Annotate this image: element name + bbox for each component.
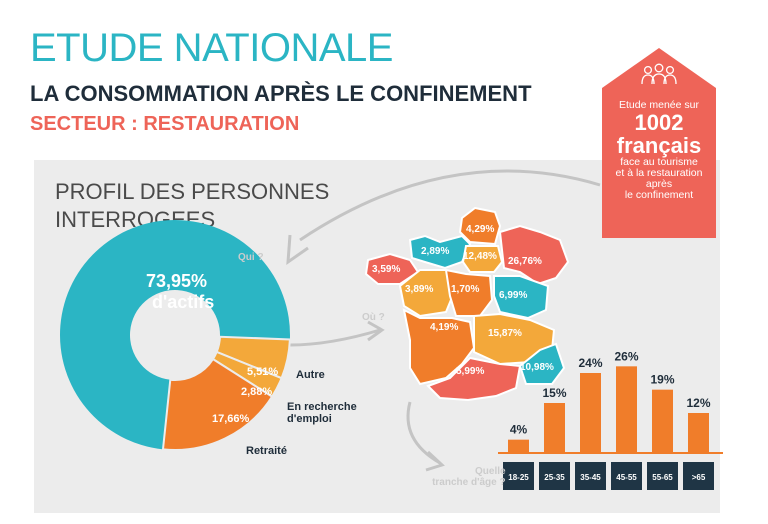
region-nouvelle-aquitaine	[402, 308, 476, 386]
badge-line1: Etude menée sur	[619, 99, 699, 111]
map-value-bretagne: 3,59%	[372, 264, 401, 275]
france-map	[364, 206, 570, 402]
age-bar	[544, 403, 565, 453]
page-title: ETUDE NATIONALE	[30, 26, 393, 70]
arrow-age	[406, 401, 441, 465]
age-category-label: 18-25	[508, 473, 529, 482]
map-value-normandie: 2,89%	[421, 246, 450, 257]
badge-line3: et à la restauration	[615, 167, 703, 180]
legend-retraite: Retraité	[246, 445, 287, 457]
age-category-label: 55-65	[652, 473, 673, 482]
question-ou: Où ?	[362, 312, 385, 323]
donut-label-recherche-value: 2,88%	[241, 386, 273, 398]
map-value-nouvelle-aquitaine: 4,19%	[430, 322, 459, 333]
age-category-box	[647, 462, 678, 490]
age-category-box	[575, 462, 606, 490]
age-category-box	[503, 462, 534, 490]
age-bar-value-label: 26%	[614, 349, 638, 363]
map-value-grand-est: 26,76%	[508, 256, 542, 267]
age-bar-value-label: 4%	[510, 423, 528, 437]
donut-label-retraite-value: 17,66%	[212, 413, 250, 425]
badge-line2: face au tourisme	[620, 156, 698, 169]
age-category-box	[539, 462, 570, 490]
age-category-label: 45-55	[616, 473, 637, 482]
arrow-qui-head	[286, 234, 309, 266]
region-grand-est	[498, 224, 570, 286]
slice-retraite	[161, 357, 274, 451]
age-bar-value-label: 24%	[578, 356, 602, 370]
map-value-centre: 1,70%	[451, 284, 480, 295]
legend-recherche-line1: En recherche	[287, 401, 357, 413]
legend-recherche: En recherche d'emploi	[287, 401, 357, 425]
map-value-auvergne: 15,87%	[488, 328, 522, 339]
map-value-ile-de-france: 12,48%	[463, 251, 497, 262]
region-ile-de-france	[461, 245, 504, 273]
age-category-box	[683, 462, 714, 490]
donut-label-autre-value: 5,51%	[247, 366, 279, 378]
arrow-qui	[299, 169, 601, 242]
age-bar-value-label: 15%	[542, 386, 566, 400]
arrow-ou	[289, 328, 381, 347]
badge-number: 1002	[634, 110, 684, 136]
region-occitanie	[426, 356, 522, 402]
badge-word: français	[616, 133, 702, 159]
page-subtitle: LA CONSOMMATION APRÈS LE CONFINEMENT	[30, 81, 532, 106]
profile-donut	[59, 219, 291, 451]
age-category-label: >65	[692, 473, 706, 482]
map-value-occitanie: 5,99%	[456, 366, 485, 377]
slice-actifs	[59, 219, 290, 450]
donut-main-value: 73,95%	[146, 271, 208, 291]
badge-line5: le confinement	[624, 189, 694, 202]
age-bar-value-label: 19%	[650, 373, 674, 387]
badge-line4: après	[645, 178, 673, 191]
age-bar	[688, 413, 709, 453]
question-age-line1: Quelle	[475, 466, 506, 477]
age-bar	[652, 389, 673, 453]
badge-text: Etude menée sur 1002 français face au to…	[602, 99, 716, 202]
region-centre	[444, 268, 494, 317]
map-value-pays-de-la-loire: 3,89%	[405, 284, 434, 295]
donut-main-text: d'actifs	[152, 292, 215, 312]
map-value-bourgogne: 6,99%	[499, 290, 528, 301]
region-hauts-de-france	[458, 206, 502, 246]
sector-label: SECTEUR : RESTAURATION	[30, 113, 300, 135]
profile-heading-line1: PROFIL DES PERSONNES	[55, 179, 330, 204]
arrow-age-head	[425, 450, 445, 472]
map-value-hauts-de-france: 4,29%	[466, 224, 495, 235]
legend-recherche-line2: d'emploi	[287, 412, 332, 425]
age-bar	[580, 373, 601, 453]
question-age: Quelle tranche d'âge ?	[420, 466, 506, 488]
region-paca	[518, 342, 566, 385]
question-qui: Qui ?	[238, 252, 264, 263]
age-bar	[508, 439, 529, 453]
arrow-ou-head	[367, 320, 385, 342]
age-category-label: 35-45	[580, 473, 601, 482]
age-bar-value-label: 12%	[686, 396, 710, 410]
map-value-paca: 10,98%	[520, 362, 554, 373]
study-badge	[602, 48, 716, 238]
age-bar	[616, 366, 637, 453]
legend-autre: Autre	[296, 369, 325, 381]
age-bar-chart: 4% 18-25 15% 25-35 24% 35-45 26% 45-55 19% 55-65 1…	[498, 349, 723, 490]
question-age-line2: tranche d'âge ?	[432, 477, 506, 488]
age-category-label: 25-35	[544, 473, 565, 482]
region-bourgogne	[493, 275, 550, 320]
age-category-box	[611, 462, 642, 490]
